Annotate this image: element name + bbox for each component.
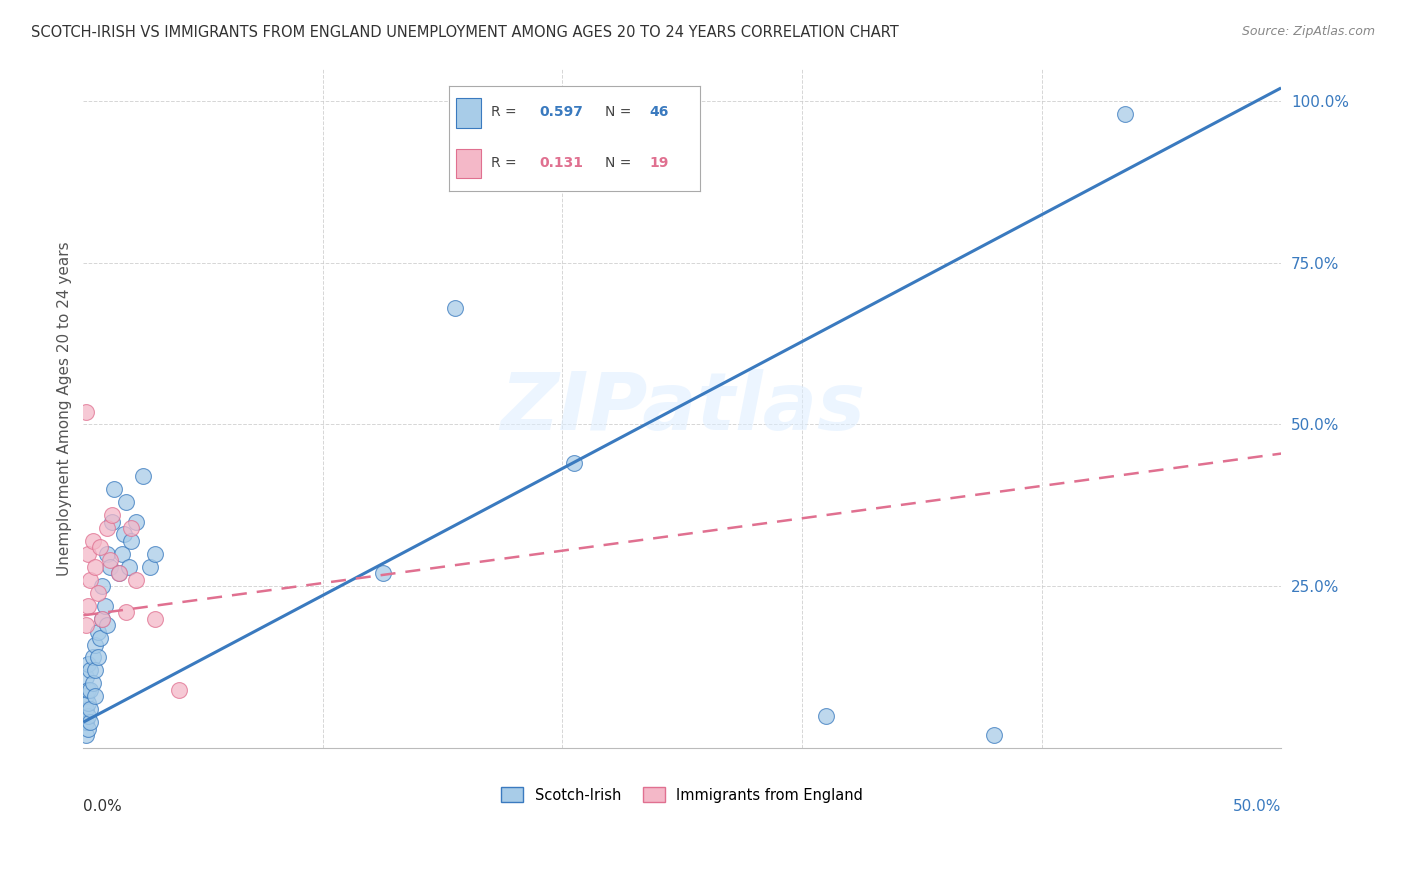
Scotch-Irish [84,664,107,678]
Immigrants from England [82,533,104,548]
Scotch-Irish [96,618,118,632]
Immigrants from England [89,541,111,555]
Immigrants from England [79,573,101,587]
Immigrants from England [108,566,131,581]
Immigrants from England [143,612,166,626]
Immigrants from England [91,612,114,626]
Immigrants from England [101,508,124,522]
Scotch-Irish [108,566,131,581]
Scotch-Irish [86,650,108,665]
Scotch-Irish [564,456,586,470]
Scotch-Irish [75,715,97,730]
Scotch-Irish [96,547,118,561]
Immigrants from England [120,521,142,535]
Text: 50.0%: 50.0% [1233,799,1281,814]
Scotch-Irish [77,696,100,710]
Scotch-Irish [111,547,134,561]
Scotch-Irish [77,682,100,697]
Scotch-Irish [143,547,166,561]
Scotch-Irish [139,559,162,574]
Scotch-Irish [75,702,97,716]
Scotch-Irish [75,728,97,742]
Scotch-Irish [82,650,104,665]
Scotch-Irish [77,708,100,723]
Immigrants from England [75,618,97,632]
Immigrants from England [77,547,100,561]
Scotch-Irish [91,579,114,593]
Y-axis label: Unemployment Among Ages 20 to 24 years: Unemployment Among Ages 20 to 24 years [58,241,72,575]
Scotch-Irish [86,624,108,639]
Scotch-Irish [75,690,97,704]
Scotch-Irish [125,515,148,529]
Scotch-Irish [118,559,141,574]
Scotch-Irish [82,676,104,690]
Immigrants from England [96,521,118,535]
Scotch-Irish [79,715,101,730]
Scotch-Irish [77,657,100,671]
Scotch-Irish [115,495,138,509]
Scotch-Irish [94,599,117,613]
Scotch-Irish [1114,107,1136,121]
Immigrants from England [86,585,108,599]
Immigrants from England [98,553,121,567]
Legend: Scotch-Irish, Immigrants from England: Scotch-Irish, Immigrants from England [495,781,869,809]
Immigrants from England [167,682,190,697]
Scotch-Irish [84,638,107,652]
Immigrants from England [75,404,97,418]
Scotch-Irish [79,702,101,716]
Scotch-Irish [101,515,124,529]
Immigrants from England [77,599,100,613]
Text: SCOTCH-IRISH VS IMMIGRANTS FROM ENGLAND UNEMPLOYMENT AMONG AGES 20 TO 24 YEARS C: SCOTCH-IRISH VS IMMIGRANTS FROM ENGLAND … [31,25,898,40]
Scotch-Irish [91,612,114,626]
Scotch-Irish [79,664,101,678]
Immigrants from England [84,559,107,574]
Scotch-Irish [814,708,837,723]
Scotch-Irish [983,728,1005,742]
Scotch-Irish [371,566,394,581]
Scotch-Irish [112,527,135,541]
Scotch-Irish [120,533,142,548]
Immigrants from England [115,605,138,619]
Scotch-Irish [132,469,155,483]
Text: Source: ZipAtlas.com: Source: ZipAtlas.com [1241,25,1375,38]
Scotch-Irish [75,670,97,684]
Scotch-Irish [89,631,111,645]
Scotch-Irish [443,301,465,315]
Scotch-Irish [84,690,107,704]
Text: 0.0%: 0.0% [83,799,122,814]
Scotch-Irish [103,482,125,496]
Scotch-Irish [79,682,101,697]
Scotch-Irish [98,559,121,574]
Scotch-Irish [77,722,100,736]
Immigrants from England [125,573,148,587]
Text: ZIPatlas: ZIPatlas [499,369,865,447]
